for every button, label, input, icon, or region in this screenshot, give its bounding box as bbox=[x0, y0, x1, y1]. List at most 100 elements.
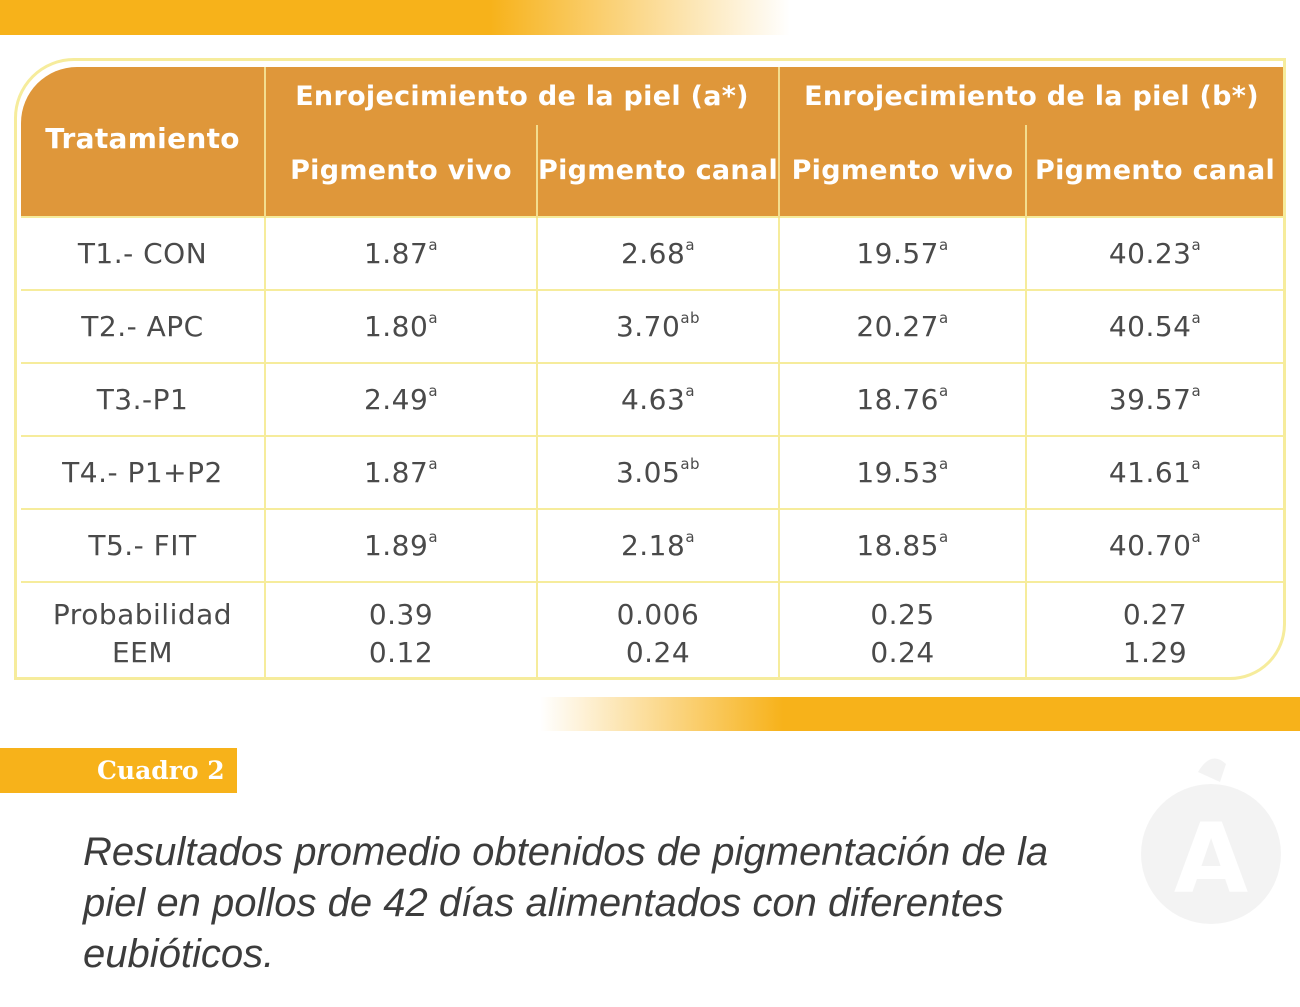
table-row: T4.- P1+P2 1.87a 3.05ab 19.53a 41.61a bbox=[21, 435, 1283, 509]
value-cell: 3.05ab bbox=[536, 435, 779, 509]
probability-value: 0.39 bbox=[368, 597, 434, 631]
significance-letter: a bbox=[938, 236, 949, 254]
caption-text: Resultados promedio obtenidos de pigment… bbox=[83, 830, 1049, 976]
value-cell: 40.70a bbox=[1024, 508, 1283, 582]
value-cell: 19.53a bbox=[778, 435, 1026, 509]
value-text: 2.49 bbox=[363, 383, 429, 416]
significance-letter: a bbox=[1191, 528, 1202, 546]
table-row: T3.-P1 2.49a 4.63a 18.76a 39.57a bbox=[21, 362, 1283, 436]
table-row: T1.- CON 1.87a 2.68a 19.57a 40.23a bbox=[21, 216, 1283, 290]
significance-letter: a bbox=[685, 236, 696, 254]
significance-letter: a bbox=[938, 528, 949, 546]
value-cell: 20.27a bbox=[778, 289, 1026, 363]
value-cell: 40.54a bbox=[1024, 289, 1283, 363]
header-carcass-b: Pigmento canal bbox=[1024, 125, 1283, 217]
significance-letter: a bbox=[938, 455, 949, 473]
middle-decorative-bar bbox=[540, 697, 1300, 731]
stats-cell: 0.25 0.24 bbox=[778, 581, 1026, 677]
value-cell: 18.85a bbox=[778, 508, 1026, 582]
stats-cell: 0.39 0.12 bbox=[264, 581, 537, 677]
eem-label: EEM bbox=[111, 635, 174, 669]
value-text: 18.85 bbox=[856, 529, 939, 562]
value-text: 1.80 bbox=[363, 310, 429, 343]
header-group-a: Enrojecimiento de la piel (a*) bbox=[264, 67, 779, 125]
value-text: 19.57 bbox=[856, 237, 939, 270]
value-text: 41.61 bbox=[1108, 456, 1192, 489]
treatment-cell: T1.- CON bbox=[21, 216, 265, 290]
value-text: 3.70 bbox=[615, 310, 681, 343]
value-cell: 2.49a bbox=[264, 362, 537, 436]
top-decorative-bar bbox=[0, 0, 790, 35]
value-text: 4.63 bbox=[620, 383, 686, 416]
table-row: T2.- APC 1.80a 3.70ab 20.27a 40.54a bbox=[21, 289, 1283, 363]
value-text: 1.87 bbox=[363, 237, 429, 270]
header-group-b: Enrojecimiento de la piel (b*) bbox=[777, 67, 1283, 125]
results-table: Tratamiento Enrojecimiento de la piel (a… bbox=[21, 67, 1283, 677]
value-cell: 4.63a bbox=[536, 362, 779, 436]
value-cell: 2.18a bbox=[536, 508, 779, 582]
significance-letter: a bbox=[428, 455, 439, 473]
significance-letter: a bbox=[428, 236, 439, 254]
significance-letter: a bbox=[1191, 236, 1202, 254]
value-text: 40.23 bbox=[1108, 237, 1192, 270]
caption-label: Cuadro 2 bbox=[0, 748, 237, 793]
significance-letter: a bbox=[428, 528, 439, 546]
value-cell: 18.76a bbox=[778, 362, 1026, 436]
significance-letter: a bbox=[685, 382, 696, 400]
value-cell: 40.23a bbox=[1024, 216, 1283, 290]
value-text: 1.89 bbox=[363, 529, 429, 562]
value-cell: 39.57a bbox=[1024, 362, 1283, 436]
header-live-b: Pigmento vivo bbox=[778, 125, 1026, 217]
table-row: T5.- FIT 1.89a 2.18a 18.85a 40.70a bbox=[21, 508, 1283, 582]
value-text: 2.68 bbox=[620, 237, 686, 270]
value-text: 39.57 bbox=[1108, 383, 1192, 416]
value-text: 19.53 bbox=[856, 456, 939, 489]
value-cell: 1.80a bbox=[264, 289, 537, 363]
significance-letter: a bbox=[938, 382, 949, 400]
significance-letter: a bbox=[938, 309, 949, 327]
header-treatment: Tratamiento bbox=[21, 67, 265, 217]
treatment-cell: T5.- FIT bbox=[21, 508, 265, 582]
treatment-cell: T4.- P1+P2 bbox=[21, 435, 265, 509]
probability-label: Probabilidad bbox=[52, 597, 233, 631]
value-text: 1.87 bbox=[363, 456, 429, 489]
treatment-cell: T3.-P1 bbox=[21, 362, 265, 436]
value-cell: 41.61a bbox=[1024, 435, 1283, 509]
stats-label-cell: Probabilidad EEM bbox=[21, 581, 265, 677]
value-cell: 3.70ab bbox=[536, 289, 779, 363]
probability-value: 0.27 bbox=[1122, 597, 1188, 631]
eem-value: 0.24 bbox=[625, 635, 691, 669]
value-text: 3.05 bbox=[615, 456, 681, 489]
stats-cell: 0.27 1.29 bbox=[1024, 581, 1283, 677]
value-text: 40.70 bbox=[1108, 529, 1192, 562]
eem-value: 0.24 bbox=[870, 635, 935, 669]
results-table-frame: Tratamiento Enrojecimiento de la piel (a… bbox=[14, 58, 1286, 680]
significance-letter: a bbox=[428, 382, 439, 400]
value-text: 40.54 bbox=[1108, 310, 1192, 343]
value-cell: 1.87a bbox=[264, 435, 537, 509]
value-cell: 1.89a bbox=[264, 508, 537, 582]
significance-letter: ab bbox=[680, 309, 701, 327]
stats-cell: 0.006 0.24 bbox=[536, 581, 779, 677]
header-live-a: Pigmento vivo bbox=[264, 125, 537, 217]
value-text: 2.18 bbox=[620, 529, 686, 562]
value-text: 18.76 bbox=[856, 383, 939, 416]
header-carcass-a: Pigmento canal bbox=[536, 125, 779, 217]
treatment-cell: T2.- APC bbox=[21, 289, 265, 363]
value-cell: 2.68a bbox=[536, 216, 779, 290]
probability-value: 0.006 bbox=[616, 597, 700, 631]
significance-letter: a bbox=[685, 528, 696, 546]
significance-letter: a bbox=[1191, 309, 1202, 327]
significance-letter: a bbox=[1191, 455, 1202, 473]
eem-value: 0.12 bbox=[368, 635, 434, 669]
stats-row: Probabilidad EEM 0.39 0.12 0.006 0.24 0.… bbox=[21, 581, 1283, 677]
eem-value: 1.29 bbox=[1122, 635, 1188, 669]
table-header-row-columns: Pigmento vivo Pigmento canal Pigmento vi… bbox=[21, 125, 1283, 217]
significance-letter: a bbox=[1191, 382, 1202, 400]
watermark-letter: A bbox=[1174, 803, 1248, 915]
value-cell: 1.87a bbox=[264, 216, 537, 290]
probability-value: 0.25 bbox=[870, 597, 935, 631]
value-cell: 19.57a bbox=[778, 216, 1026, 290]
logo-watermark-icon: A bbox=[1141, 758, 1281, 924]
significance-letter: a bbox=[428, 309, 439, 327]
